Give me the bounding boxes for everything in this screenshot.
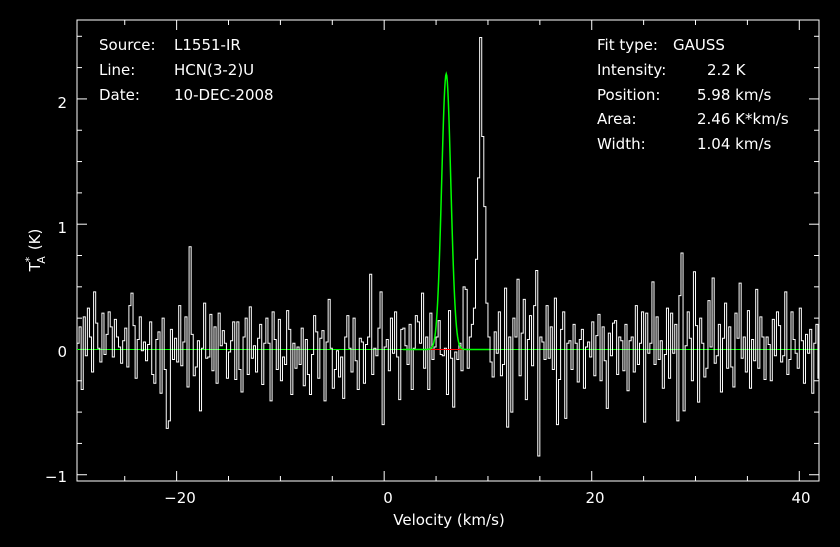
position-value: 5.98 km/s — [697, 86, 772, 104]
x-tick-label: 40 — [791, 489, 810, 507]
area-value: 2.46 K*km/s — [697, 110, 789, 128]
date-label: Date: — [99, 86, 140, 104]
intensity-value: 2.2 K — [707, 61, 747, 79]
y-tick-label: 1 — [57, 219, 67, 237]
date-value: 10-DEC-2008 — [174, 86, 274, 104]
spectrum-histogram — [77, 37, 820, 457]
width-label: Width: — [597, 135, 646, 153]
x-axis-label: Velocity (km/s) — [393, 511, 504, 529]
fit-type-label: Fit type: — [597, 36, 658, 54]
area-label: Area: — [597, 110, 637, 128]
intensity-label: Intensity: — [597, 61, 666, 79]
x-tick-label: 20 — [585, 489, 604, 507]
width-value: 1.04 km/s — [697, 135, 772, 153]
y-tick-label: 0 — [57, 343, 67, 361]
y-tick-label: −1 — [45, 468, 67, 486]
chart-marks — [77, 37, 820, 457]
svg-text:T*A(K): T*A(K) — [23, 229, 48, 273]
source-label: Source: — [99, 36, 156, 54]
plot-frame — [76, 19, 820, 482]
source-value: L1551-IR — [174, 36, 241, 54]
gaussian-fit-curve — [403, 71, 490, 351]
position-label: Position: — [597, 86, 660, 104]
y-axis-label: T*A(K) — [23, 229, 48, 273]
line-label: Line: — [99, 61, 135, 79]
line-value: HCN(3-2)U — [174, 61, 254, 79]
x-tick-label: 0 — [383, 489, 393, 507]
x-tick-label: −20 — [164, 489, 196, 507]
fit-type-value: GAUSS — [673, 36, 725, 54]
y-tick-label: 2 — [57, 94, 67, 112]
